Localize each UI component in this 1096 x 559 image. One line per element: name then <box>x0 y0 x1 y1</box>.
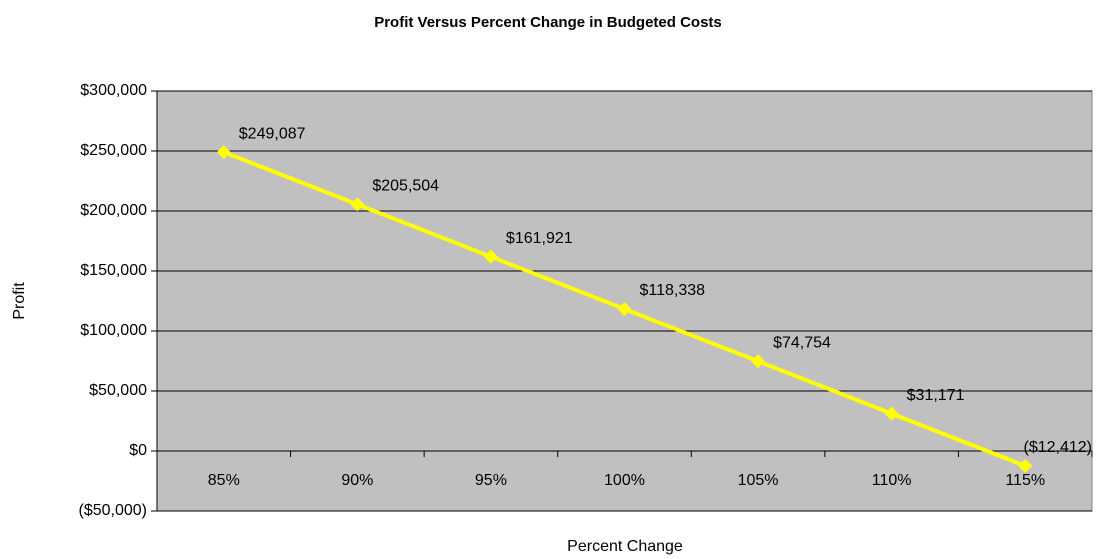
marker <box>483 249 498 264</box>
x-tick-label: 95% <box>475 472 507 489</box>
x-tick-label: 85% <box>208 472 240 489</box>
y-tick-label: $100,000 <box>80 322 147 339</box>
x-axis-label: Percent Change <box>567 538 683 555</box>
marker <box>1018 458 1033 473</box>
marker <box>751 354 766 369</box>
x-tick-label: 90% <box>341 472 373 489</box>
y-tick-label: $300,000 <box>80 82 147 99</box>
y-tick-label: $50,000 <box>89 382 147 399</box>
plot-area <box>156 90 1093 512</box>
y-tick-label: $200,000 <box>80 202 147 219</box>
x-tick-label: 110% <box>872 472 912 489</box>
data-label: $249,087 <box>239 125 306 142</box>
x-tick-label: 115% <box>1005 472 1045 489</box>
chart-title: Profit Versus Percent Change in Budgeted… <box>374 14 722 31</box>
data-label: $118,338 <box>640 282 706 299</box>
y-tick-label: $150,000 <box>80 262 147 279</box>
marker <box>216 145 231 160</box>
data-label: $31,171 <box>907 387 965 404</box>
marker <box>350 197 365 212</box>
marker <box>884 406 899 421</box>
x-tick-label: 105% <box>738 472 779 489</box>
data-label: $74,754 <box>773 335 831 352</box>
y-tick-label: $0 <box>129 442 147 459</box>
y-tick-label: $250,000 <box>80 142 147 159</box>
y-tick-label: ($50,000) <box>79 502 148 519</box>
data-label: $205,504 <box>372 178 439 195</box>
y-axis-label: Profit <box>11 282 28 320</box>
data-label: $161,921 <box>506 230 573 247</box>
x-tick-label: 100% <box>604 472 645 489</box>
data-label: ($12,412) <box>1024 439 1093 456</box>
marker <box>617 301 632 316</box>
